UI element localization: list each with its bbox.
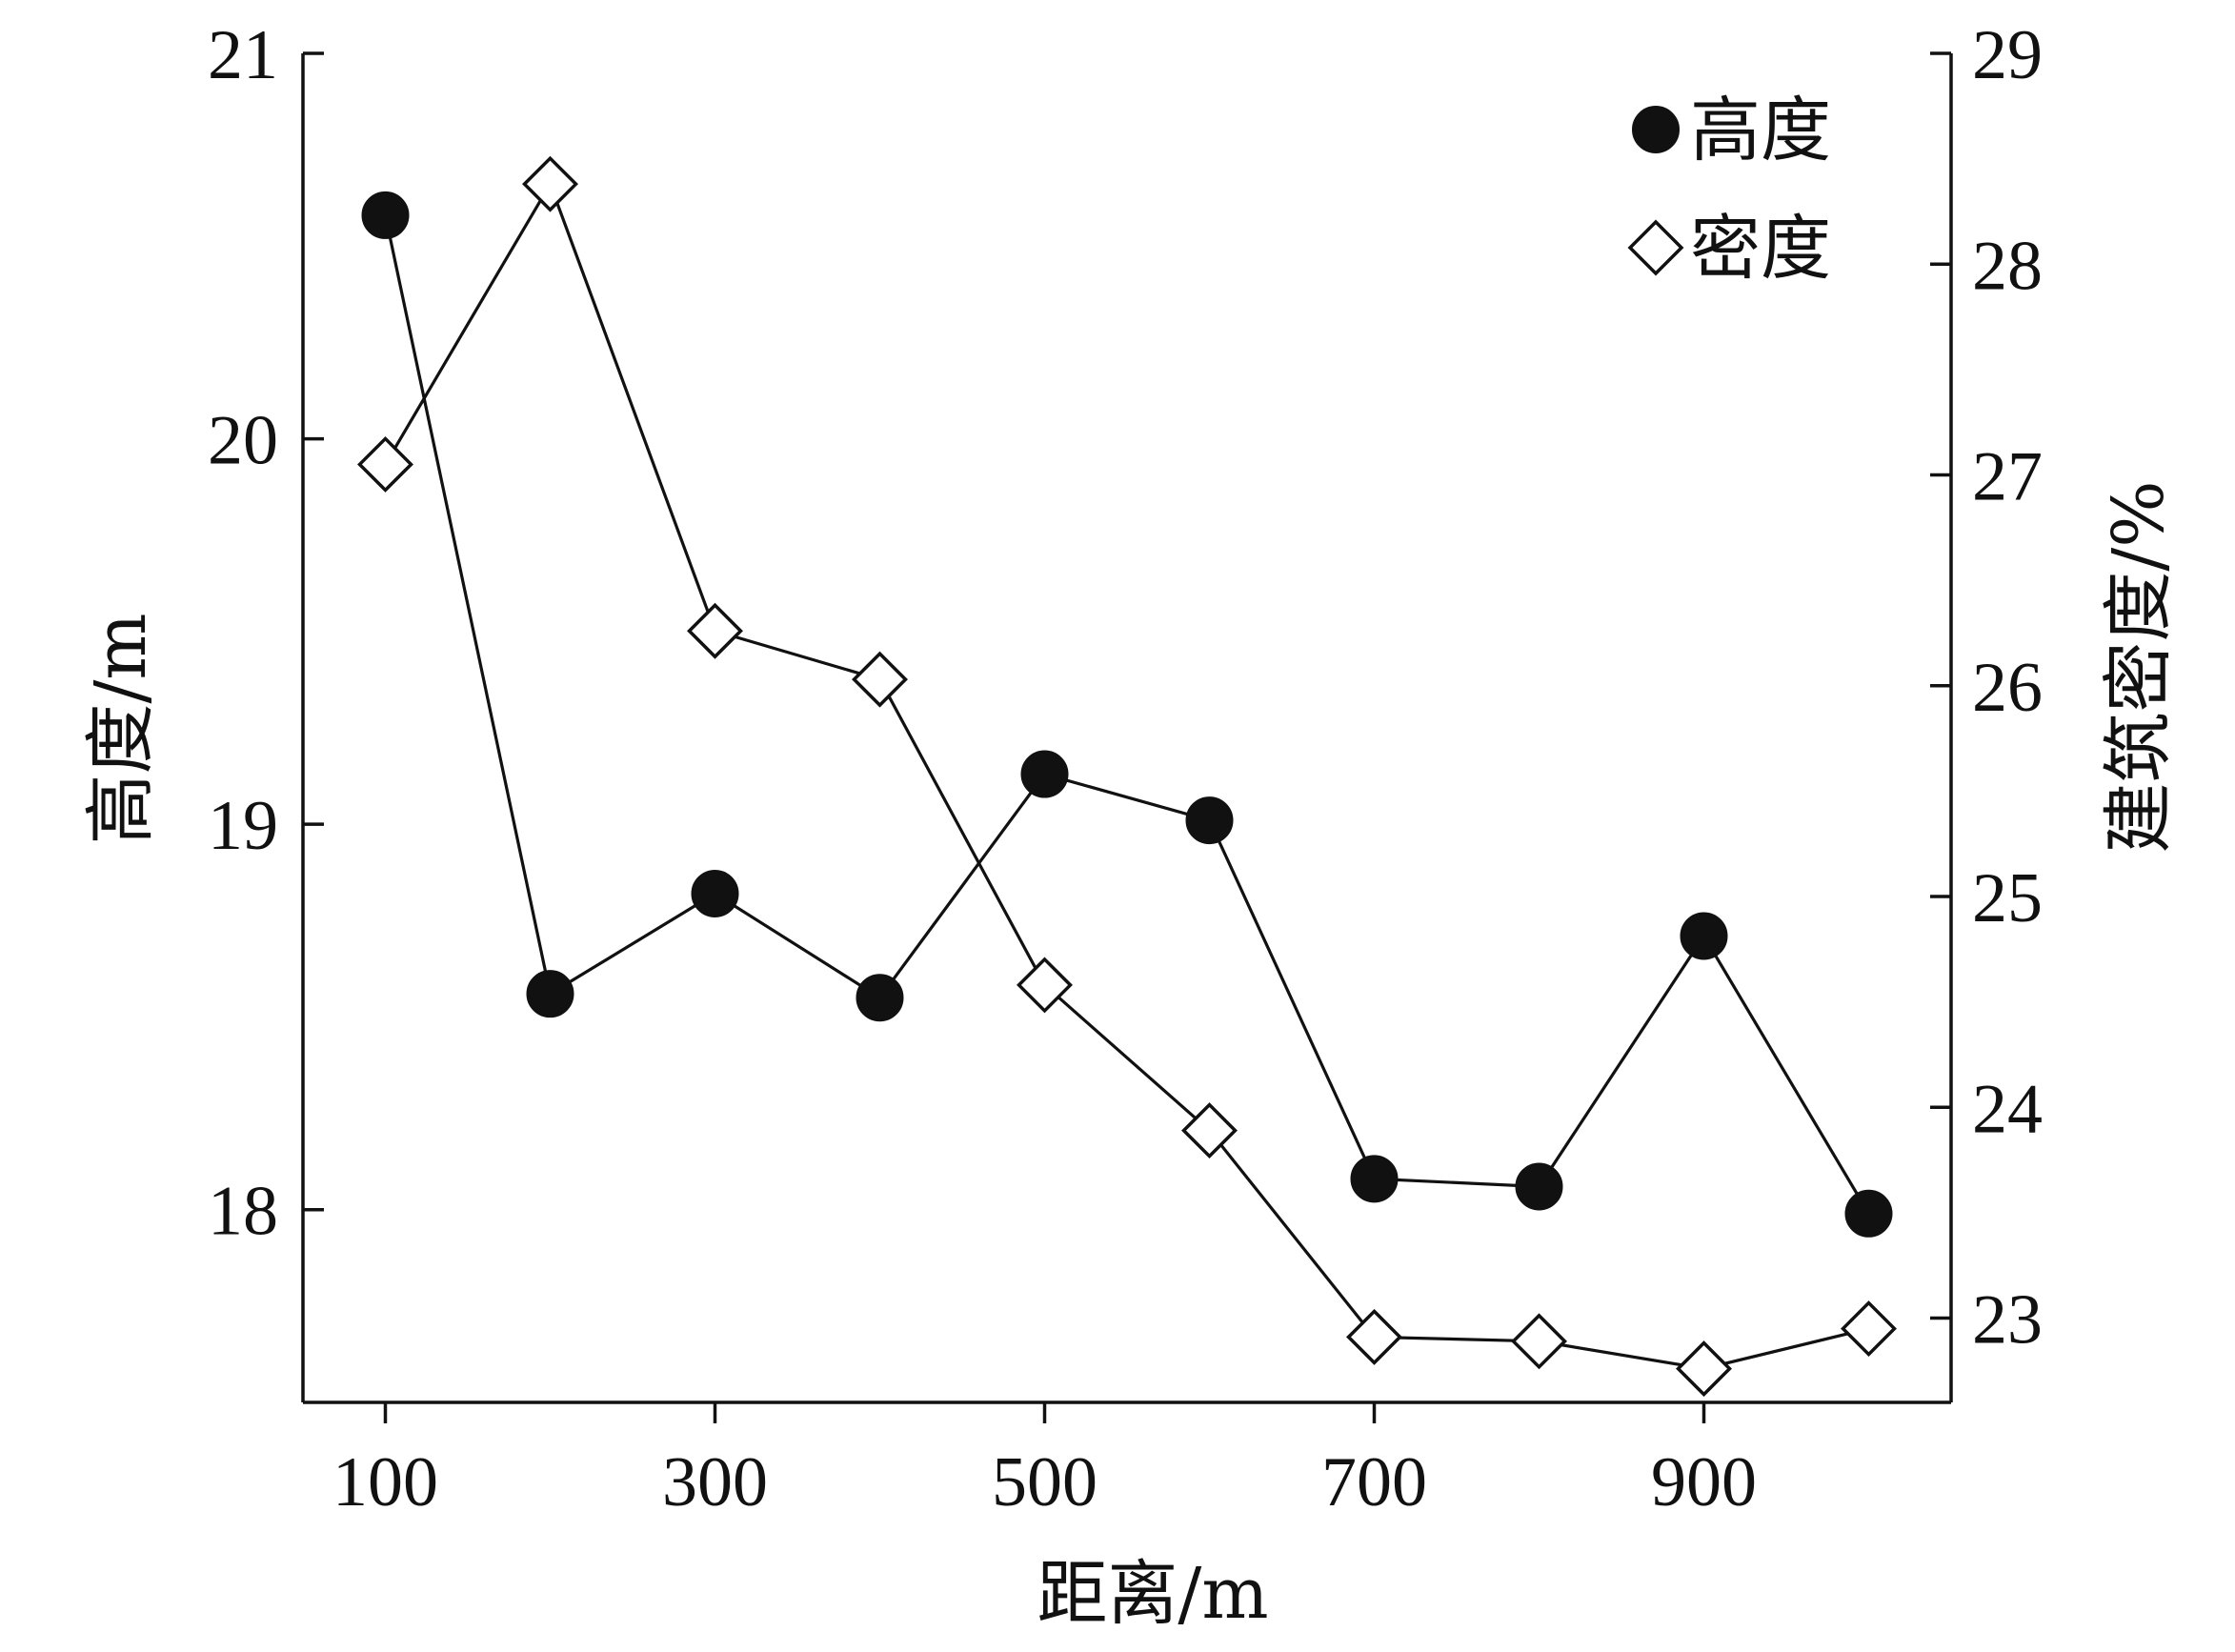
x-tick-label: 900 (1651, 1443, 1757, 1521)
x-axis-title: 距离/m (1037, 1553, 1268, 1635)
legend-label-density: 密度 (1690, 208, 1831, 290)
height-point (526, 970, 574, 1018)
x-tick-label: 500 (992, 1443, 1097, 1521)
legend-label-height: 高度 (1690, 90, 1831, 171)
series-line-density (384, 180, 1869, 1371)
density-point (1841, 1300, 1897, 1358)
density-point (1511, 1313, 1567, 1370)
density-point (687, 602, 743, 659)
height-point (1680, 912, 1728, 960)
height-point (691, 869, 739, 917)
right-y-tick-label: 24 (1972, 1070, 2043, 1148)
series-line-height (383, 214, 1870, 1215)
left-y-tick-label: 20 (208, 402, 278, 480)
height-point (1020, 750, 1069, 798)
right-y-tick-label: 23 (1972, 1281, 2043, 1360)
left-y-tick-label: 18 (208, 1173, 278, 1251)
density-point (1181, 1102, 1238, 1159)
right-axis-title: 建筑密度/% (2098, 480, 2180, 853)
right-y-tick-label: 26 (1972, 649, 2043, 727)
right-y-tick-label: 29 (1972, 16, 2043, 94)
left-axis-title: 高度/m (80, 613, 162, 844)
right-y-tick-label: 28 (1972, 227, 2043, 305)
x-tick-label: 300 (662, 1443, 768, 1521)
height-point (361, 191, 410, 239)
legend-marker-density (1627, 219, 1684, 276)
left-y-tick-label: 19 (208, 787, 278, 865)
density-point (852, 651, 908, 708)
height-point (1185, 796, 1234, 845)
height-point (856, 974, 904, 1022)
density-point (522, 155, 578, 212)
density-point (1346, 1308, 1402, 1365)
height-point (1844, 1189, 1893, 1238)
ticks: 100 300 500 700 900 18 19 20 21 23 24 25 26 27 28 29 (208, 16, 2043, 1521)
right-y-tick-label: 27 (1972, 438, 2043, 516)
density-point (1676, 1340, 1732, 1398)
axes (301, 53, 1953, 1404)
x-tick-label: 100 (332, 1443, 438, 1521)
left-y-tick-label: 21 (208, 16, 278, 94)
density-point (357, 435, 413, 493)
height-point (1350, 1155, 1399, 1203)
markers (357, 155, 1897, 1398)
right-y-tick-label: 25 (1972, 859, 2043, 937)
legend-marker-height (1632, 106, 1680, 153)
height-point (1515, 1162, 1563, 1211)
x-tick-label: 700 (1321, 1443, 1427, 1521)
series-lines (383, 180, 1870, 1371)
density-point (1017, 957, 1073, 1014)
